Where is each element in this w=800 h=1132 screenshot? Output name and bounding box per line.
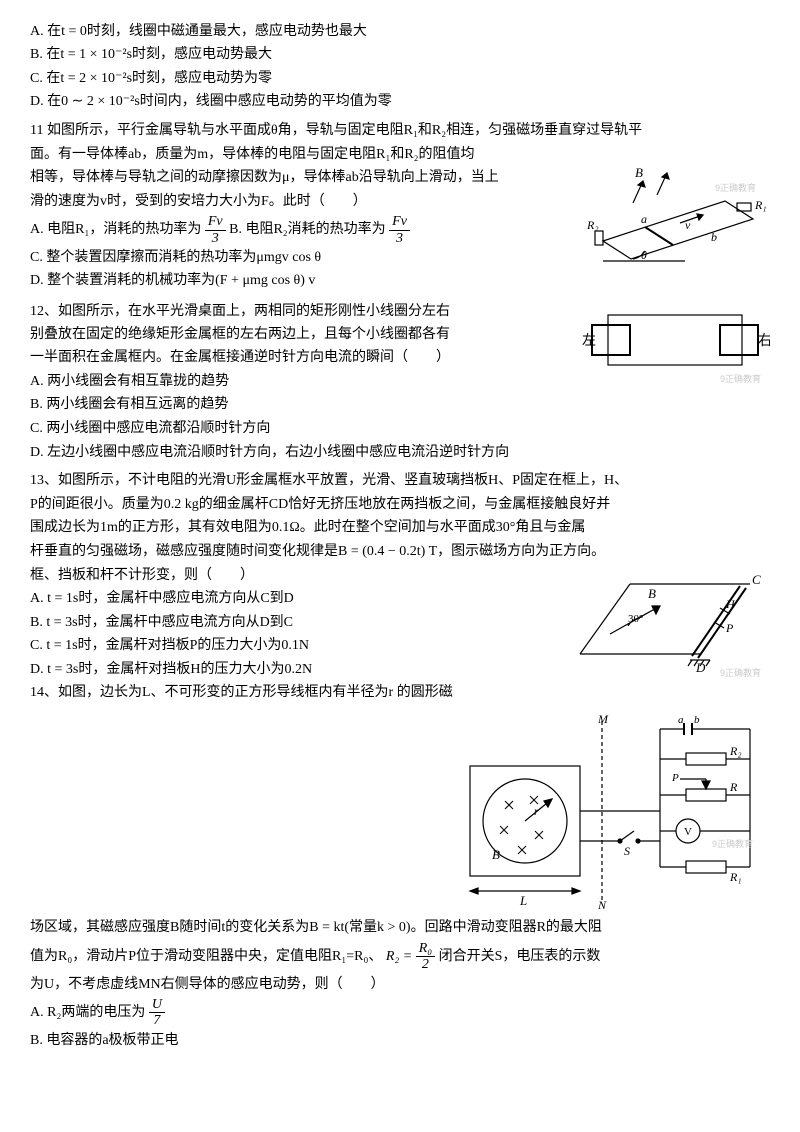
svg-text:右: 右 xyxy=(758,333,770,349)
svg-text:P: P xyxy=(725,621,734,635)
svg-text:C: C xyxy=(752,572,761,587)
svg-text:左: 左 xyxy=(582,333,596,349)
q13-stem2: P的间距很小。质量为0.2 kg的细金属杆CD恰好无挤压地放在两挡板之间，与金属… xyxy=(30,494,770,516)
q11-optD: D. 整个装置消耗的机械功率为(F + μmg cos θ) v xyxy=(30,270,577,292)
svg-text:M: M xyxy=(597,712,609,726)
svg-text:R: R xyxy=(729,780,738,794)
q14-stem-lead: 14、如图，边长为L、不可形变的正方形导线框内有半径为r 的圆形磁 xyxy=(30,682,562,704)
q12-stem3: 一半面积在金属框内。在金属框接通逆时针方向电流的瞬间（ ） xyxy=(30,347,572,369)
svg-text:v: v xyxy=(685,218,691,232)
q14-optA: A. R₂两端的电压为 U 7 xyxy=(30,997,770,1029)
q13-optC: C. t = 1s时，金属杆对挡板P的压力大小为0.1N xyxy=(30,635,562,657)
q11-fracA: Fv 3 xyxy=(205,214,226,246)
svg-text:30°: 30° xyxy=(628,613,643,625)
svg-text:L: L xyxy=(519,893,527,908)
svg-text:H: H xyxy=(725,597,736,611)
svg-text:9正确教育: 9正确教育 xyxy=(712,838,753,849)
q12-optA: A. 两小线圈会有相互靠拢的趋势 xyxy=(30,371,572,393)
q11-optB-pre: B. 电阻R₂消耗的热功率为 xyxy=(229,222,386,237)
q12-optD: D. 左边小线圈中感应电流沿顺时针方向，右边小线圈中感应电流沿逆时针方向 xyxy=(30,442,770,464)
q12-stem1: 12、如图所示，在水平光滑桌面上，两相同的矩形刚性小线圈分左右 xyxy=(30,301,572,323)
q13-stem1: 13、如图所示，不计电阻的光滑U形金属框水平放置，光滑、竖直玻璃挡板H、P固定在… xyxy=(30,470,770,492)
q14-stem3: 为U，不考虑虚线MN右侧导体的感应电动势，则（ ） xyxy=(30,974,770,996)
q14-stem2: 值为R₀，滑动片P位于滑动变阻器中央，定值电阻R₁=R₀、 R₂ = R₀ 2 … xyxy=(30,941,770,973)
svg-text:R₂: R₂ xyxy=(586,218,599,232)
q13-stem4: 杆垂直的匀强磁场，磁感应强度随时间变化规律是B = (0.4 − 0.2t) T… xyxy=(30,541,770,563)
q14-optB: B. 电容器的a极板带正电 xyxy=(30,1030,770,1052)
q14-text: 场区域，其磁感应强度B随时间t的变化关系为B = kt(常量k > 0)。回路中… xyxy=(30,917,770,1052)
q11-figure: B a b v R₁ R₂ θ 9正确教育 xyxy=(585,143,770,273)
q10-optA: A. 在t = 0时刻，线圈中磁通量最大，感应电动势也最大 xyxy=(30,21,770,43)
svg-text:9正确教育: 9正确教育 xyxy=(720,373,761,384)
q13-stem3: 围成边长为1m的正方形，其有效电阻为0.1Ω。此时在整个空间加与水平面成30°角… xyxy=(30,517,770,539)
svg-text:S: S xyxy=(624,844,630,858)
q11-stem1: 11 如图所示，平行金属导轨与水平面成θ角，导轨与固定电阻R₁和R₂相连，匀强磁… xyxy=(30,120,770,142)
svg-text:N: N xyxy=(597,898,607,911)
svg-text:a: a xyxy=(678,714,684,726)
q11-optC: C. 整个装置因摩擦而消耗的热功率为μmgv cos θ xyxy=(30,247,577,269)
q13-optB: B. t = 3s时，金属杆中感应电流方向从D到C xyxy=(30,612,562,634)
q13-optA: A. t = 1s时，金属杆中感应电流方向从C到D xyxy=(30,588,562,610)
q10-optC: C. 在t = 2 × 10⁻²s时刻，感应电动势为零 xyxy=(30,68,770,90)
q13-stem5: 框、挡板和杆不计形变，则（ ） xyxy=(30,565,562,587)
svg-text:a: a xyxy=(641,212,647,226)
q14-frac-R2: R₀ 2 xyxy=(416,941,435,973)
svg-text:R₁: R₁ xyxy=(754,198,767,212)
svg-text:r: r xyxy=(534,804,539,818)
svg-text:B: B xyxy=(648,586,656,601)
svg-text:P: P xyxy=(671,772,679,784)
q12-optC: C. 两小线圈中感应电流都沿顺时针方向 xyxy=(30,418,572,440)
svg-text:B: B xyxy=(492,847,500,862)
q11-fracB: Fv 3 xyxy=(389,214,410,246)
q14-figure: M N a b R₂ R P V R₁ S L r B 9正确教育 xyxy=(430,711,770,911)
q13-figure: B C D H P 30° 9正确教育 xyxy=(570,564,770,684)
q12-optB: B. 两小线圈会有相互远离的趋势 xyxy=(30,394,572,416)
svg-text:R₁: R₁ xyxy=(729,870,742,884)
q11-stem4: 滑的速度为v时，受到的安培力大小为F。此时（ ） xyxy=(30,191,577,213)
q14-stem1: 场区域，其磁感应强度B随时间t的变化关系为B = kt(常量k > 0)。回路中… xyxy=(30,917,770,939)
q12: 12、如图所示，在水平光滑桌面上，两相同的矩形刚性小线圈分左右 别叠放在固定的绝… xyxy=(30,300,770,465)
svg-text:θ: θ xyxy=(641,248,647,262)
svg-text:D: D xyxy=(695,660,706,675)
q14-figure-block: M N a b R₂ R P V R₁ S L r B 9正确教育 xyxy=(30,711,770,911)
q10-optD: D. 在0 ∼ 2 × 10⁻²s时间内，线圈中感应电动势的平均值为零 xyxy=(30,91,770,113)
q11-optA-pre: A. 电阻R₁，消耗的热功率为 xyxy=(30,222,201,237)
q12-figure: 左 右 9正确教育 xyxy=(580,300,770,390)
q11-stem2: 面。有一导体棒ab，质量为m，导体棒的电阻与固定电阻R₁和R₂的阻值均 xyxy=(30,144,577,166)
svg-text:9正确教育: 9正确教育 xyxy=(715,182,756,193)
q13: 13、如图所示，不计电阻的光滑U形金属框水平放置，光滑、竖直玻璃挡板H、P固定在… xyxy=(30,470,770,705)
q11-stem3: 相等，导体棒与导轨之间的动摩擦因数为μ，导体棒ab沿导轨向上滑动，当上 xyxy=(30,167,577,189)
svg-text:9正确教育: 9正确教育 xyxy=(720,667,761,678)
svg-text:b: b xyxy=(694,714,700,726)
q11: 11 如图所示，平行金属导轨与水平面成θ角，导轨与固定电阻R₁和R₂相连，匀强磁… xyxy=(30,120,770,294)
q12-stem2: 别叠放在固定的绝缘矩形金属框的左右两边上，且每个小线圈都各有 xyxy=(30,324,572,346)
q14-frac-A: U 7 xyxy=(149,997,165,1029)
svg-text:b: b xyxy=(711,230,717,244)
q10-options: A. 在t = 0时刻，线圈中磁通量最大，感应电动势也最大 B. 在t = 1 … xyxy=(30,21,770,114)
svg-text:B: B xyxy=(635,165,643,180)
svg-text:R₂: R₂ xyxy=(729,744,742,758)
svg-text:V: V xyxy=(684,826,692,838)
q10-optB: B. 在t = 1 × 10⁻²s时刻，感应电动势最大 xyxy=(30,44,770,66)
q11-optAB: A. 电阻R₁，消耗的热功率为 Fv 3 B. 电阻R₂消耗的热功率为 Fv 3 xyxy=(30,214,577,246)
q13-optD: D. t = 3s时，金属杆对挡板H的压力大小为0.2N xyxy=(30,659,562,681)
